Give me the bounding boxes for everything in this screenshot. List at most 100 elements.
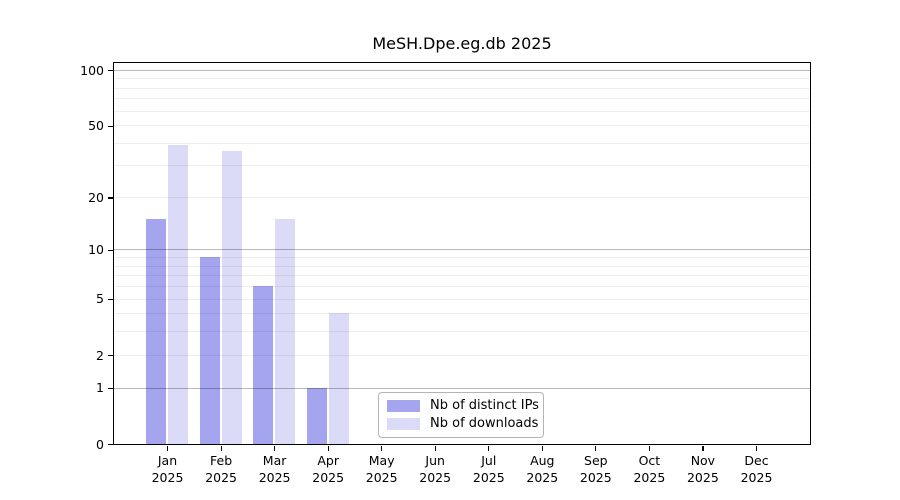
bar-apr-downloads: [328, 313, 349, 444]
y-tick-2: [107, 355, 113, 357]
gridline-minor-5: [113, 298, 810, 300]
year-label: 2025: [365, 469, 398, 485]
legend-swatch-distinct-ips: [387, 400, 420, 412]
month-label: Aug: [530, 453, 555, 468]
gridline-major-100: [113, 69, 810, 71]
y-tick-50: [107, 125, 113, 127]
year-label: 2025: [472, 469, 505, 485]
legend-item-downloads: Nb of downloads: [387, 416, 539, 431]
x-tick-nov: [702, 445, 704, 451]
x-tick-feb: [220, 445, 222, 451]
month-label: Dec: [744, 453, 769, 468]
x-tick-jan: [166, 445, 169, 451]
y-tick-20: [107, 197, 113, 199]
month-label: Feb: [210, 453, 233, 468]
bar-feb-distinct-ips: [199, 257, 220, 444]
legend-item-distinct-ips: Nb of distinct IPs: [387, 399, 539, 413]
gridline-minor-4: [113, 313, 810, 315]
chart-title: MeSH.Dpe.eg.db 2025: [372, 34, 552, 53]
month-label: May: [368, 453, 395, 468]
y-tick-label-100: 100: [80, 62, 104, 78]
plot-area: [112, 61, 811, 445]
month-label: Mar: [262, 453, 287, 468]
y-tick-label-10: 10: [88, 242, 104, 258]
x-tick-sep: [595, 445, 597, 451]
x-tick-apr: [327, 445, 329, 451]
y-tick-0: [107, 444, 113, 446]
gridline-minor-20: [113, 197, 810, 199]
x-tick-label-dec: Dec 2025: [725, 453, 789, 486]
x-tick-oct: [648, 445, 651, 451]
x-tick-jul: [488, 445, 490, 451]
month-label: Sep: [584, 453, 608, 468]
legend-label-downloads: Nb of downloads: [430, 416, 539, 431]
month-label: Jun: [425, 453, 445, 468]
year-label: 2025: [740, 469, 773, 485]
bar-apr-distinct-ips: [306, 387, 327, 444]
y-tick-10: [107, 249, 113, 252]
x-tick-label-sep: Sep 2025: [564, 453, 628, 486]
year-label: 2025: [312, 469, 345, 485]
legend: Nb of distinct IPs Nb of downloads: [378, 392, 544, 438]
month-label: Jan: [157, 453, 178, 468]
year-label: 2025: [526, 469, 559, 485]
bar-mar-distinct-ips: [253, 286, 274, 444]
gridline-major-10: [113, 249, 810, 251]
year-label: 2025: [419, 469, 452, 485]
gridline-minor-60: [113, 110, 810, 112]
bar-feb-downloads: [221, 151, 242, 444]
x-tick-label-apr: Apr 2025: [296, 453, 360, 486]
y-tick-1: [107, 387, 113, 390]
y-tick-label-50: 50: [88, 118, 104, 133]
gridline-minor-7: [113, 275, 810, 277]
bar-jan-downloads: [168, 144, 189, 444]
bar-jan-distinct-ips: [146, 219, 167, 444]
month-label: Nov: [690, 453, 716, 468]
gridline-minor-90: [113, 78, 810, 80]
x-tick-label-jul: Jul 2025: [457, 453, 521, 486]
year-label: 2025: [579, 469, 612, 485]
x-tick-label-oct: Oct 2025: [617, 453, 681, 486]
gridline-minor-40: [113, 142, 810, 144]
gridline-minor-30: [113, 165, 810, 167]
y-tick-5: [107, 298, 113, 301]
y-tick-100: [107, 70, 113, 72]
year-label: 2025: [151, 469, 184, 485]
month-label: Apr: [317, 453, 339, 468]
legend-label-distinct-ips: Nb of distinct IPs: [430, 398, 539, 413]
year-label: 2025: [258, 469, 291, 485]
gridline-minor-8: [113, 265, 810, 267]
x-tick-label-mar: Mar 2025: [243, 453, 307, 486]
x-tick-label-aug: Aug 2025: [510, 453, 574, 486]
x-tick-label-may: May 2025: [350, 453, 414, 486]
x-tick-jun: [434, 445, 436, 451]
x-tick-label-nov: Nov 2025: [671, 453, 735, 486]
gridline-minor-3: [113, 331, 810, 333]
year-label: 2025: [686, 469, 719, 485]
y-tick-label-2: 2: [96, 347, 104, 363]
x-tick-dec: [755, 445, 758, 451]
x-tick-mar: [274, 445, 276, 451]
y-tick-label-0: 0: [96, 436, 104, 452]
gridline-minor-70: [113, 98, 810, 100]
month-label: Oct: [638, 453, 661, 468]
x-tick-aug: [541, 445, 543, 451]
bars-layer: [114, 63, 810, 444]
y-tick-label-1: 1: [96, 380, 104, 396]
legend-swatch-downloads: [387, 418, 420, 430]
gridline-major-1: [113, 387, 810, 389]
year-label: 2025: [633, 469, 666, 485]
gridline-minor-50: [113, 125, 810, 127]
gridline-minor-9: [113, 257, 810, 259]
gridlines-layer: [113, 63, 810, 444]
x-tick-label-jun: Jun 2025: [403, 453, 467, 486]
month-label: Jul: [481, 453, 497, 468]
gridline-minor-80: [113, 87, 810, 89]
gridline-minor-2: [113, 354, 810, 356]
y-tick-label-5: 5: [96, 291, 104, 307]
year-label: 2025: [205, 469, 237, 485]
gridline-minor-6: [113, 286, 810, 288]
x-tick-label-feb: Feb 2025: [189, 453, 253, 486]
x-tick-label-jan: Jan 2025: [136, 453, 200, 486]
